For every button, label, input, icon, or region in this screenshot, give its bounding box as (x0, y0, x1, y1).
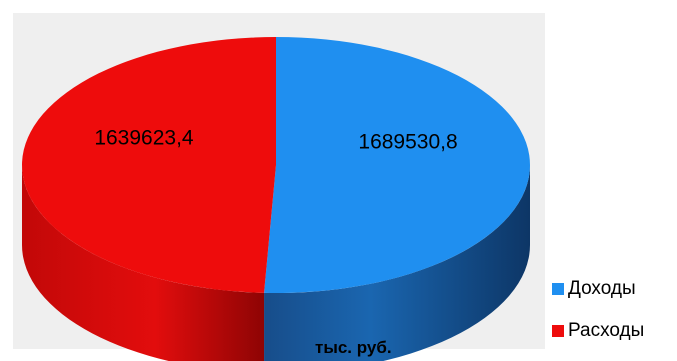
legend-label-income: Доходы (568, 278, 636, 299)
legend-label-expenses: Расходы (568, 320, 645, 341)
legend-item-expenses: Расходы (552, 320, 644, 342)
slice-income (264, 37, 531, 293)
slice-side-expenses (22, 165, 265, 361)
legend-swatch-income (552, 283, 564, 295)
legend-item-income: Доходы (552, 278, 636, 300)
unit-label: тыс. руб. (315, 338, 392, 357)
slice-expenses (22, 37, 276, 293)
slice-label-income: 1689530,8 (358, 130, 457, 153)
slice-side-income (264, 165, 530, 361)
slice-label-expenses: 1639623,4 (94, 127, 194, 150)
pie-slices (22, 37, 531, 361)
legend-swatch-expenses (552, 325, 564, 337)
pie-labels: 1689530,8 1639623,4 (94, 127, 457, 154)
